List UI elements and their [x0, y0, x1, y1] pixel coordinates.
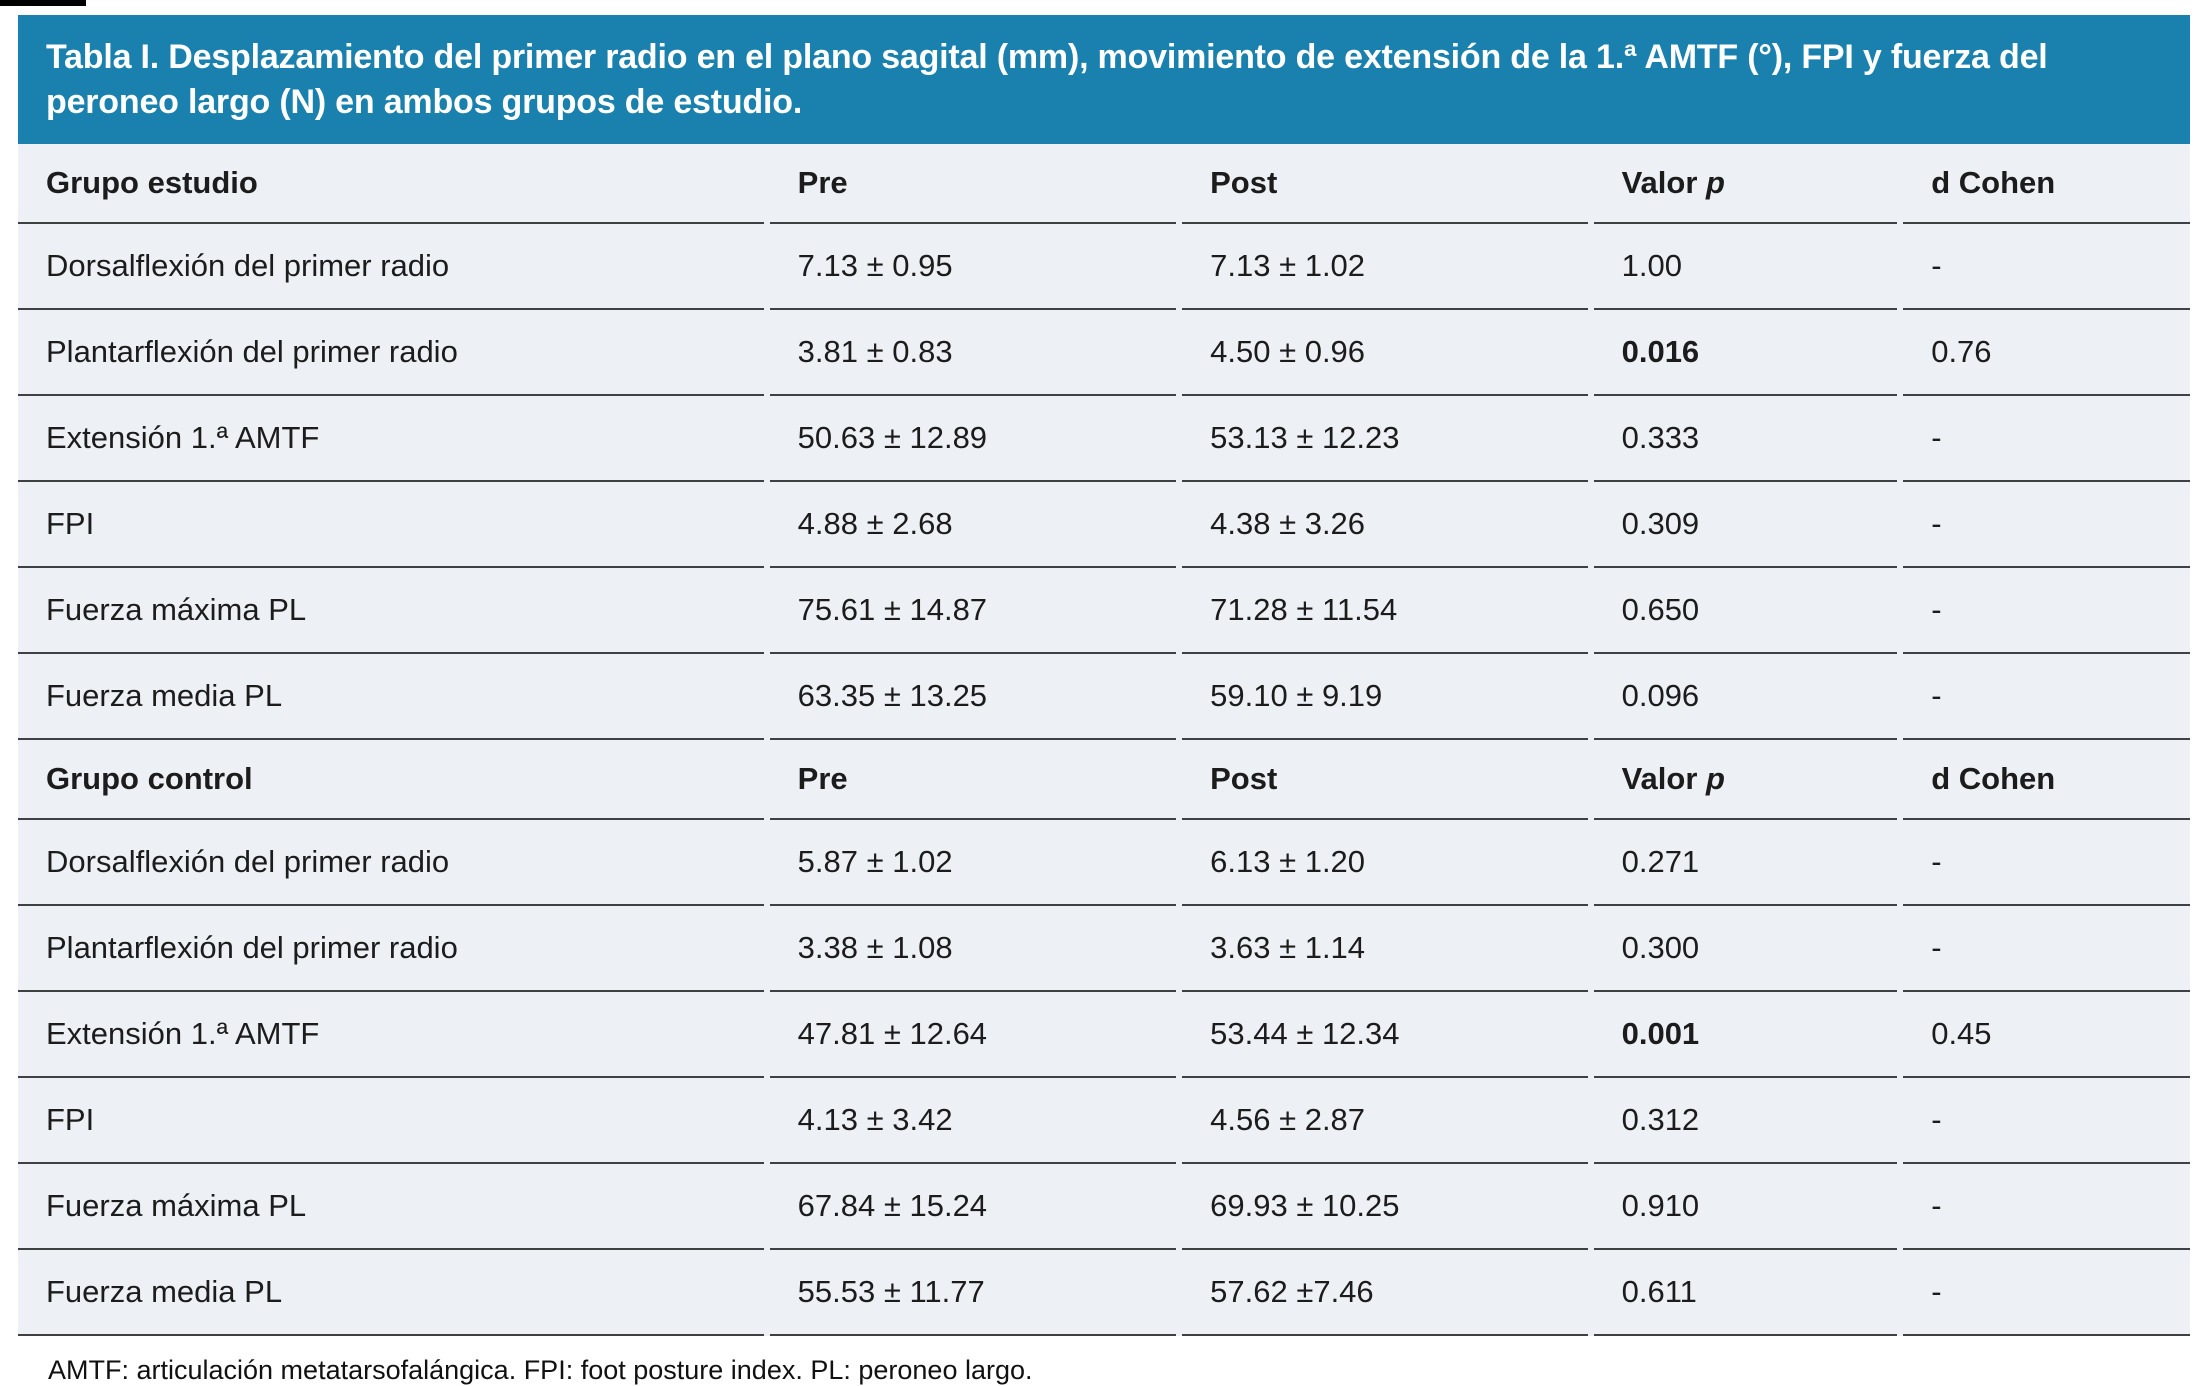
p-symbol: p — [1706, 165, 1725, 200]
pre-value: 50.63 ± 12.89 — [769, 394, 1177, 480]
d-cohen-value: - — [1903, 480, 2190, 566]
row-label: Dorsalflexión del primer radio — [18, 222, 764, 308]
table-row: FPI 4.88 ± 2.68 4.38 ± 3.26 0.309- — [18, 480, 2190, 566]
post-value: 53.13 ± 12.23 — [1182, 394, 1588, 480]
pre-value: 7.13 ± 0.95 — [769, 222, 1177, 308]
p-symbol: p — [1706, 761, 1725, 796]
table-row: Fuerza media PL 55.53 ± 11.77 57.62 ±7.46 0… — [18, 1248, 2190, 1336]
d-cohen-value: 0.45 — [1903, 990, 2190, 1076]
pre-value: 63.35 ± 13.25 — [769, 652, 1177, 738]
column-header-d-cohen: d Cohen — [1931, 165, 2056, 200]
p-value: 0.650 — [1593, 566, 1898, 652]
table-row: Plantarflexión del primer radio 3.81 ± 0.… — [18, 308, 2190, 394]
valor-label: Valor — [1621, 165, 1707, 200]
p-value: 0.312 — [1593, 1076, 1898, 1162]
post-value: 4.50 ± 0.96 — [1182, 308, 1588, 394]
row-label: Extensión 1.ª AMTF — [18, 394, 764, 480]
pre-value: 4.13 ± 3.42 — [769, 1076, 1177, 1162]
table-row: Plantarflexión del primer radio 3.38 ± 1.… — [18, 904, 2190, 990]
p-value: 0.910 — [1593, 1162, 1898, 1248]
table-row: Fuerza máxima PL 67.84 ± 15.24 69.93 ± 10.… — [18, 1162, 2190, 1248]
row-label: Plantarflexión del primer radio — [18, 308, 764, 394]
d-cohen-value: - — [1903, 394, 2190, 480]
row-label: FPI — [18, 1076, 764, 1162]
post-value: 6.13 ± 1.20 — [1182, 818, 1588, 904]
row-label: Extensión 1.ª AMTF — [18, 990, 764, 1076]
table-row: Fuerza media PL 63.35 ± 13.25 59.10 ± 9.19… — [18, 652, 2190, 738]
p-value: 1.00 — [1593, 222, 1898, 308]
p-value: 0.271 — [1593, 818, 1898, 904]
p-value: 0.309 — [1593, 480, 1898, 566]
pre-value: 5.87 ± 1.02 — [769, 818, 1177, 904]
valor-label: Valor — [1621, 761, 1707, 796]
post-value: 59.10 ± 9.19 — [1182, 652, 1588, 738]
table-footnote: AMTF: articulación metatarsofalángica. F… — [48, 1355, 1033, 1385]
p-value: 0.333 — [1593, 394, 1898, 480]
row-label: FPI — [18, 480, 764, 566]
post-value: 57.62 ±7.46 — [1182, 1248, 1588, 1336]
column-header-post: Post — [1182, 738, 1588, 818]
d-cohen-value: - — [1903, 904, 2190, 990]
column-header-d-cohen: d Cohen — [1903, 738, 2190, 818]
post-value: 71.28 ± 11.54 — [1182, 566, 1588, 652]
post-value: 53.44 ± 12.34 — [1182, 990, 1588, 1076]
pre-value: 67.84 ± 15.24 — [769, 1162, 1177, 1248]
p-value: 0.300 — [1593, 904, 1898, 990]
row-label: Fuerza máxima PL — [18, 566, 764, 652]
table-row: FPI 4.13 ± 3.42 4.56 ± 2.87 0.312- — [18, 1076, 2190, 1162]
pre-value: 4.88 ± 2.68 — [769, 480, 1177, 566]
table-title-text: Tabla I. Desplazamiento del primer radio… — [46, 38, 2048, 121]
d-cohen-value: - — [1903, 1162, 2190, 1248]
pre-value: 3.38 ± 1.08 — [769, 904, 1177, 990]
section-header-label: Grupo estudio — [46, 165, 258, 200]
row-label: Dorsalflexión del primer radio — [18, 818, 764, 904]
pre-value: 75.61 ± 14.87 — [769, 566, 1177, 652]
post-value: 69.93 ± 10.25 — [1182, 1162, 1588, 1248]
column-header-pre: Pre — [797, 165, 848, 200]
pre-value: 3.81 ± 0.83 — [769, 308, 1177, 394]
d-cohen-value: 0.76 — [1903, 308, 2190, 394]
d-cohen-value: - — [1903, 818, 2190, 904]
row-label: Fuerza máxima PL — [18, 1162, 764, 1248]
table-row: Fuerza máxima PL 75.61 ± 14.87 71.28 ± 11.… — [18, 566, 2190, 652]
post-value: 4.38 ± 3.26 — [1182, 480, 1588, 566]
column-header-valor-p: Valor p — [1593, 738, 1898, 818]
pre-value: 55.53 ± 11.77 — [769, 1248, 1177, 1336]
section-header-label: Grupo control — [18, 738, 764, 818]
d-cohen-value: - — [1903, 1076, 2190, 1162]
column-header-valor-p: Valor p — [1594, 144, 1898, 222]
d-cohen-value: - — [1903, 566, 2190, 652]
crop-artifact — [0, 0, 86, 6]
table-i-card: Tabla I. Desplazamiento del primer radio… — [18, 15, 2190, 1386]
column-header-post: Post — [1210, 165, 1278, 200]
d-cohen-value: - — [1903, 652, 2190, 738]
post-value: 3.63 ± 1.14 — [1182, 904, 1588, 990]
p-value: 0.096 — [1593, 652, 1898, 738]
table-row: Dorsalflexión del primer radio 5.87 ± 1.0… — [18, 818, 2190, 904]
pre-value: 47.81 ± 12.64 — [769, 990, 1177, 1076]
post-value: 7.13 ± 1.02 — [1182, 222, 1588, 308]
p-value: 0.001 — [1593, 990, 1898, 1076]
table-row: Extensión 1.ª AMTF 50.63 ± 12.89 53.13 ± 1… — [18, 394, 2190, 480]
section-header-row: Grupo estudio Pre Post Valor p d Cohen — [18, 144, 2190, 222]
p-value: 0.016 — [1593, 308, 1898, 394]
d-cohen-value: - — [1903, 1248, 2190, 1336]
table-title: Tabla I. Desplazamiento del primer radio… — [18, 15, 2190, 144]
table-row: Dorsalflexión del primer radio 7.13 ± 0.9… — [18, 222, 2190, 308]
row-label: Fuerza media PL — [18, 652, 764, 738]
row-label: Fuerza media PL — [18, 1248, 764, 1336]
d-cohen-value: - — [1903, 222, 2190, 308]
p-value: 0.611 — [1593, 1248, 1898, 1336]
table-row: Extensión 1.ª AMTF 47.81 ± 12.64 53.44 ± 1… — [18, 990, 2190, 1076]
post-value: 4.56 ± 2.87 — [1182, 1076, 1588, 1162]
column-header-pre: Pre — [769, 738, 1177, 818]
row-label: Plantarflexión del primer radio — [18, 904, 764, 990]
